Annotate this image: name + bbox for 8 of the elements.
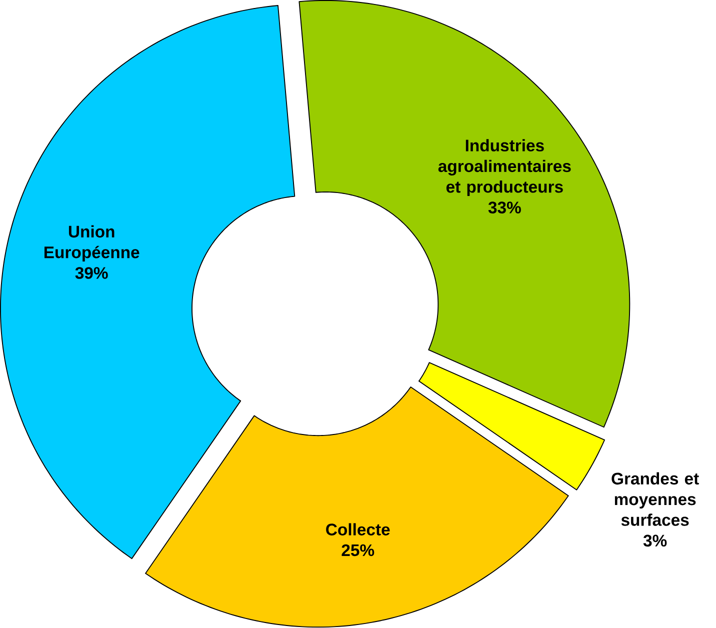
slice-label: Industries agroalimentaires et producteurs (438, 139, 571, 196)
data-label: 33% (488, 202, 521, 214)
slice-label: Collecte (326, 523, 390, 536)
data-label: 39% (75, 267, 108, 280)
slice-label: Union Européenne (44, 226, 140, 262)
data-label: 3% (643, 534, 667, 547)
data-label: 25% (342, 544, 374, 556)
slice-label: Grandes et moyennes surfaces (612, 472, 699, 526)
